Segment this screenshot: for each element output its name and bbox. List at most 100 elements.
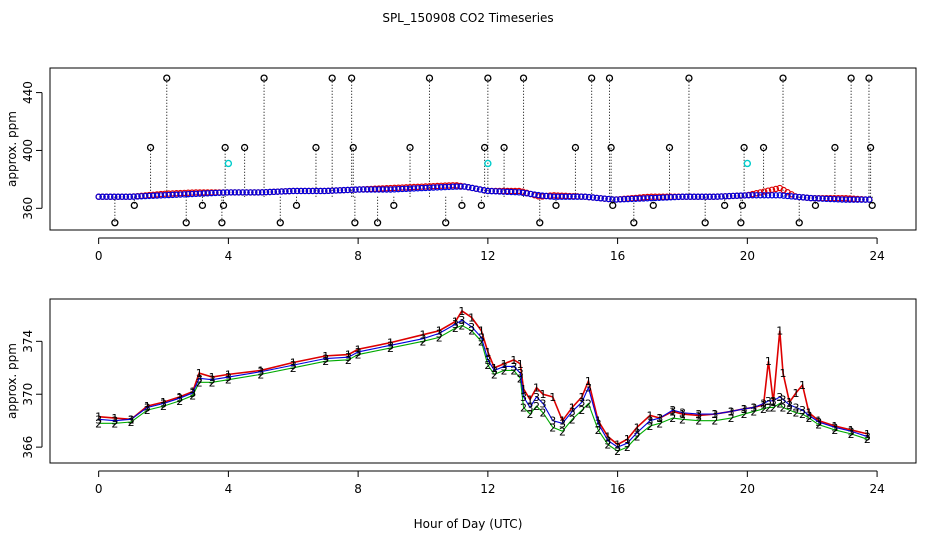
series-marker-3: 3 xyxy=(419,333,426,346)
baseline-point-blue xyxy=(854,196,861,203)
baseline-point-blue xyxy=(138,193,145,200)
spike-point xyxy=(221,143,229,152)
series-marker-1: 1 xyxy=(419,329,426,342)
baseline-point-blue xyxy=(293,187,301,195)
baseline-point-blue xyxy=(527,190,534,198)
series-marker-2: 2 xyxy=(656,417,663,430)
series-marker-3: 3 xyxy=(569,405,576,418)
cyan-point xyxy=(224,159,233,168)
bottom-plot-frame xyxy=(49,298,917,464)
baseline-point-blue xyxy=(667,194,674,201)
baseline-point-blue xyxy=(95,193,102,200)
series-marker-3: 3 xyxy=(355,346,362,359)
series-marker-3: 3 xyxy=(209,374,216,387)
baseline-point-blue xyxy=(725,192,733,200)
spike-point xyxy=(701,219,709,227)
spike-point xyxy=(198,201,207,210)
baseline-point-blue xyxy=(231,189,239,196)
baseline-point-blue xyxy=(737,192,745,199)
baseline-point-blue xyxy=(652,194,659,202)
baseline-point-blue xyxy=(379,186,386,193)
series-marker-2: 2 xyxy=(128,416,135,429)
spike-point xyxy=(111,219,119,227)
baseline-point-blue xyxy=(620,196,628,203)
spike-point xyxy=(163,74,171,82)
series-marker-3: 3 xyxy=(614,441,621,454)
baseline-point-blue xyxy=(383,186,390,193)
spike-point xyxy=(276,219,284,227)
series-marker-1: 1 xyxy=(540,388,547,401)
baseline-point-blue xyxy=(679,193,686,200)
p0-x-tick-label: 4 xyxy=(225,249,233,263)
series-marker-2: 2 xyxy=(387,342,394,355)
series-marker-2: 2 xyxy=(144,404,151,417)
baseline-point-blue xyxy=(504,188,511,196)
baseline-point-blue xyxy=(581,193,589,200)
series-marker-2: 2 xyxy=(786,404,793,417)
baseline-point-blue xyxy=(819,195,826,202)
series-marker-1: 1 xyxy=(595,415,602,428)
series-marker-2: 2 xyxy=(533,400,540,413)
series-marker-1: 1 xyxy=(585,375,592,388)
baseline-point-blue xyxy=(757,192,764,199)
baseline-point-blue xyxy=(235,189,242,196)
series-marker-1: 1 xyxy=(831,420,838,433)
baseline-point-blue xyxy=(290,187,297,195)
series-marker-2: 2 xyxy=(831,424,838,437)
series-marker-3: 3 xyxy=(484,354,491,367)
series-marker-2: 2 xyxy=(728,412,735,425)
p1-y-tick-label: 366 xyxy=(21,436,35,459)
spike-point xyxy=(442,219,450,227)
baseline-point-blue xyxy=(698,193,706,200)
series-marker-2: 2 xyxy=(345,354,352,367)
baseline-point-blue xyxy=(219,189,227,196)
spike-point xyxy=(484,74,492,82)
series-marker-1: 1 xyxy=(520,383,527,396)
baseline-point-blue xyxy=(227,189,235,196)
baseline-point-blue xyxy=(360,186,367,193)
top-y-axis-label: approx. ppm xyxy=(5,111,19,187)
baseline-point-blue xyxy=(628,195,636,203)
series-marker-1: 1 xyxy=(510,354,517,367)
series-marker-1: 1 xyxy=(290,356,297,369)
series-marker-1: 1 xyxy=(624,433,631,446)
figure-title: SPL_150908 CO2 Timeseries xyxy=(382,11,553,25)
baseline-point-blue xyxy=(371,186,379,193)
spike-point xyxy=(847,74,855,82)
series-marker-3: 3 xyxy=(604,435,611,448)
series-marker-2: 2 xyxy=(468,325,475,338)
series-marker-3: 3 xyxy=(624,437,631,450)
baseline-point-blue xyxy=(356,186,363,193)
baseline-point-blue xyxy=(188,190,196,198)
baseline-point-blue xyxy=(270,188,277,196)
baseline-point-blue xyxy=(251,189,258,196)
baseline-point-blue xyxy=(605,195,612,203)
baseline-point-blue xyxy=(262,188,270,196)
series-marker-2: 2 xyxy=(614,445,621,458)
series-marker-2: 2 xyxy=(741,408,748,421)
baseline-point-blue xyxy=(585,193,593,201)
x-axis-label: Hour of Day (UTC) xyxy=(414,517,523,531)
baseline-point-blue xyxy=(500,188,507,195)
series-marker-2: 2 xyxy=(478,335,485,348)
baseline-point-blue xyxy=(472,185,480,192)
p0-x-tick-label: 24 xyxy=(869,249,884,263)
series-marker-3: 3 xyxy=(559,417,566,430)
spike-point xyxy=(130,201,138,210)
baseline-point-blue xyxy=(375,186,383,193)
series-marker-2: 2 xyxy=(780,401,787,414)
baseline-point-blue xyxy=(827,195,834,203)
baseline-point-blue xyxy=(130,193,137,200)
baseline-point-blue xyxy=(574,193,581,200)
spike-point xyxy=(219,201,228,210)
baseline-point-blue xyxy=(317,187,324,195)
baseline-point-blue xyxy=(683,193,690,200)
series-marker-3: 3 xyxy=(128,413,135,426)
series-marker-2: 2 xyxy=(647,420,654,433)
spike-point xyxy=(425,74,434,82)
series-marker-3: 3 xyxy=(770,395,777,408)
baseline-point-blue xyxy=(616,196,624,203)
baseline-point-blue xyxy=(687,193,694,200)
baseline-point-blue xyxy=(761,192,768,199)
series-marker-3: 3 xyxy=(160,397,167,410)
